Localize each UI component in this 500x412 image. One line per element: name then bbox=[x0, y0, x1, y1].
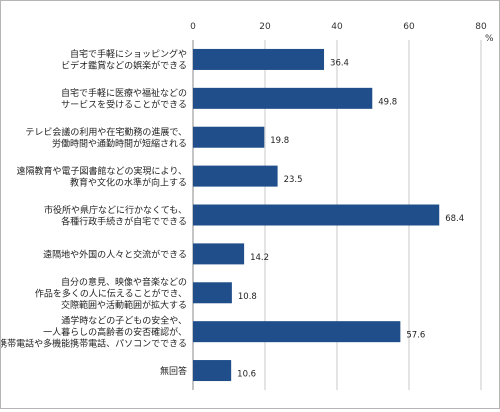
category-label-line: 通学時などの子どもの安全や、 bbox=[61, 315, 187, 327]
x-tick-label: 40 bbox=[331, 22, 343, 32]
category-label-line: テレビ会議の利用や在宅勤務の進展で、 bbox=[25, 126, 187, 138]
category-label-line: 交際範囲や活動範囲が拡大する bbox=[61, 299, 187, 311]
category-label-line: 市役所や県庁などに行かなくても、 bbox=[44, 204, 187, 216]
data-label: 49.8 bbox=[378, 97, 397, 107]
data-label: 57.6 bbox=[406, 331, 425, 341]
bar bbox=[193, 165, 278, 187]
bar bbox=[193, 126, 265, 148]
bar bbox=[193, 282, 232, 304]
category-label-line: 労働時間や通勤時間が短縮される bbox=[52, 137, 187, 149]
data-label: 23.5 bbox=[284, 175, 303, 185]
category-label: 市役所や県庁などに行かなくても、各種行政手続きが自宅でできる bbox=[44, 204, 187, 228]
category-label: 自分の意見、映像や音楽などの作品を多くの人に伝えることができ、交際範囲や活動範囲… bbox=[35, 276, 187, 311]
bar bbox=[193, 360, 232, 382]
category-label: 遠隔地や外国の人々と交流ができる bbox=[43, 248, 187, 260]
data-label: 10.6 bbox=[237, 370, 256, 380]
category-label: 自宅で手軽にショッピングやビデオ鑑賞などの娯楽ができる bbox=[61, 48, 187, 72]
category-label-line: 無回答 bbox=[160, 365, 187, 377]
x-tick-label: 20 bbox=[259, 22, 271, 32]
data-label: 36.4 bbox=[330, 58, 349, 68]
category-label: 通学時などの子どもの安全や、一人暮らしの高齢者の安否確認が、携帯電話や多機能携帯… bbox=[1, 315, 187, 350]
category-label-line: 作品を多くの人に伝えることができ、 bbox=[35, 287, 187, 299]
category-label: 無回答 bbox=[160, 365, 187, 377]
category-label-line: 遠隔教育や電子図書館などの実現により、 bbox=[17, 165, 187, 177]
data-label: 14.2 bbox=[250, 253, 269, 263]
category-label-line: 各種行政手続きが自宅でできる bbox=[61, 215, 187, 227]
x-tick-label: 80 bbox=[475, 22, 487, 32]
data-label: 19.8 bbox=[270, 136, 289, 146]
x-tick-label: 60 bbox=[403, 22, 415, 32]
bar bbox=[193, 321, 401, 343]
x-tick-label: 0 bbox=[190, 22, 196, 32]
data-label: 10.8 bbox=[238, 292, 257, 302]
category-label: テレビ会議の利用や在宅勤務の進展で、労働時間や通勤時間が短縮される bbox=[25, 126, 187, 150]
category-label-line: 自分の意見、映像や音楽などの bbox=[61, 276, 187, 288]
category-label-line: 教育や文化の水準が向上する bbox=[70, 176, 187, 188]
category-label-line: 携帯電話や多機能携帯電話、パソコンでできる bbox=[1, 338, 187, 350]
category-label-line: 自宅で手軽に医療や福祉などの bbox=[61, 87, 187, 99]
category-label-line: サービスを受けることができる bbox=[61, 99, 187, 111]
category-label-line: 遠隔地や外国の人々と交流ができる bbox=[43, 248, 187, 260]
x-unit-label: % bbox=[485, 34, 494, 44]
bar bbox=[193, 48, 325, 70]
category-label-line: 一人暮らしの高齢者の安否確認が、 bbox=[43, 326, 187, 338]
bar bbox=[193, 204, 440, 226]
bar bbox=[193, 87, 373, 109]
bar bbox=[193, 243, 245, 265]
data-label: 68.4 bbox=[445, 214, 464, 224]
category-label: 遠隔教育や電子図書館などの実現により、教育や文化の水準が向上する bbox=[17, 165, 187, 189]
category-label-line: ビデオ鑑賞などの娯楽ができる bbox=[61, 60, 187, 72]
category-label: 自宅で手軽に医療や福祉などのサービスを受けることができる bbox=[61, 87, 187, 111]
category-label-line: 自宅で手軽にショッピングや bbox=[70, 48, 187, 60]
